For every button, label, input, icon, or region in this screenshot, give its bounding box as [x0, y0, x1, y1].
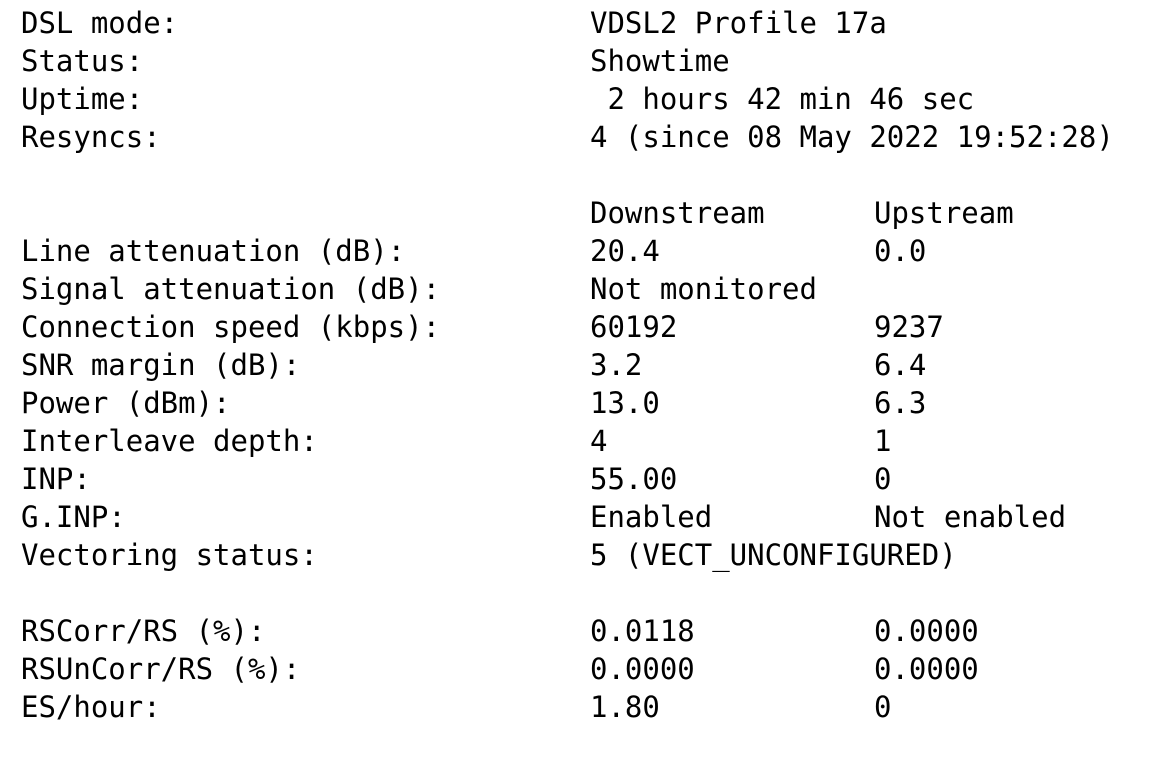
downstream-value: 0.0118	[590, 614, 695, 648]
upstream-value: Upstream	[874, 196, 1014, 230]
stat-label: G.INP:	[21, 500, 126, 534]
stat-label: Connection speed (kbps):	[21, 310, 441, 344]
downstream-value: 0.0000	[590, 652, 695, 686]
stat-row: Resyncs: 4 (since 08 May 2022 19:52:28)	[0, 118, 1176, 156]
stat-row: Line attenuation (dB): 20.4 0.0	[0, 232, 1176, 270]
stat-label: Interleave depth:	[21, 424, 318, 458]
stat-row: ES/hour: 1.80 0	[0, 688, 1176, 726]
dsl-stats-text: DSL mode: VDSL2 Profile 17a Status: Showtim…	[0, 4, 1176, 726]
upstream-value: 6.3	[874, 386, 927, 420]
stat-label: Power (dBm):	[21, 386, 231, 420]
downstream-value: Downstream	[590, 196, 765, 230]
stat-row: Power (dBm): 13.0 6.3	[0, 384, 1176, 422]
downstream-value: 1.80	[590, 690, 660, 724]
downstream-value: 13.0	[590, 386, 660, 420]
downstream-value: Showtime	[590, 44, 730, 78]
upstream-value: 0	[874, 462, 892, 496]
upstream-value: 6.4	[874, 348, 927, 382]
stat-row: DSL mode: VDSL2 Profile 17a	[0, 4, 1176, 42]
stat-label: Uptime:	[21, 82, 144, 116]
stat-row: Signal attenuation (dB): Not monitored	[0, 270, 1176, 308]
upstream-value: 9237	[874, 310, 944, 344]
upstream-value: Not enabled	[874, 500, 1067, 534]
stat-label: RSUnCorr/RS (%):	[21, 652, 301, 686]
stat-row: Uptime: 2 hours 42 min 46 sec	[0, 80, 1176, 118]
stat-row: INP: 55.00 0	[0, 460, 1176, 498]
stat-row	[0, 156, 1176, 194]
stat-label: Line attenuation (dB):	[21, 234, 406, 268]
stat-label: Status:	[21, 44, 144, 78]
stat-label: Resyncs:	[21, 120, 161, 154]
stat-label: INP:	[21, 462, 91, 496]
downstream-value: 5 (VECT_UNCONFIGURED)	[590, 538, 957, 572]
upstream-value: 0.0000	[874, 652, 979, 686]
stat-label: SNR margin (dB):	[21, 348, 301, 382]
stat-label: ES/hour:	[21, 690, 161, 724]
downstream-value: 20.4	[590, 234, 660, 268]
stat-label: DSL mode:	[21, 6, 179, 40]
downstream-value: Enabled	[590, 500, 713, 534]
stat-row: Connection speed (kbps): 60192 9237	[0, 308, 1176, 346]
downstream-value: Not monitored	[590, 272, 817, 306]
stat-label: Signal attenuation (dB):	[21, 272, 441, 306]
stat-row: Interleave depth: 4 1	[0, 422, 1176, 460]
upstream-value: 0.0000	[874, 614, 979, 648]
downstream-value: 4	[590, 424, 608, 458]
downstream-value: 60192	[590, 310, 678, 344]
stat-row: RSCorr/RS (%): 0.0118 0.0000	[0, 612, 1176, 650]
stat-row: Downstream Upstream	[0, 194, 1176, 232]
stat-row: G.INP: Enabled Not enabled	[0, 498, 1176, 536]
upstream-value: 0	[874, 690, 892, 724]
downstream-value: 2 hours 42 min 46 sec	[590, 82, 975, 116]
stat-row	[0, 574, 1176, 612]
upstream-value: 1	[874, 424, 892, 458]
stat-label: RSCorr/RS (%):	[21, 614, 266, 648]
downstream-value: 3.2	[590, 348, 643, 382]
stat-row: Status: Showtime	[0, 42, 1176, 80]
stat-row: RSUnCorr/RS (%): 0.0000 0.0000	[0, 650, 1176, 688]
stat-row: Vectoring status: 5 (VECT_UNCONFIGURED)	[0, 536, 1176, 574]
stat-label: Vectoring status:	[21, 538, 318, 572]
upstream-value: 0.0	[874, 234, 927, 268]
downstream-value: 4 (since 08 May 2022 19:52:28)	[590, 120, 1114, 154]
stat-row: SNR margin (dB): 3.2 6.4	[0, 346, 1176, 384]
downstream-value: 55.00	[590, 462, 678, 496]
downstream-value: VDSL2 Profile 17a	[590, 6, 887, 40]
